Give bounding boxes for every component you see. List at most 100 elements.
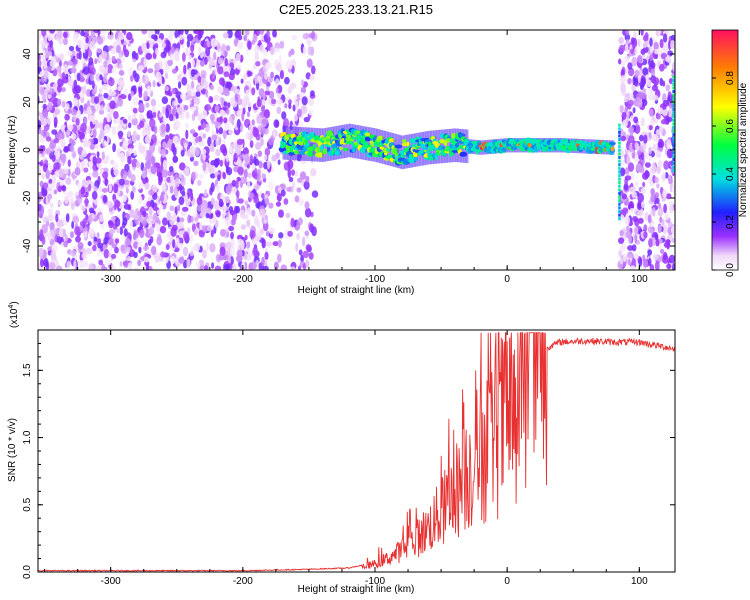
heatmap-cell xyxy=(323,128,326,162)
heatmap-cell xyxy=(91,190,98,200)
heatmap-cell xyxy=(113,168,120,177)
heatmap-cell xyxy=(243,95,250,105)
heatmap-cell xyxy=(310,168,317,177)
heatmap-cell xyxy=(672,151,675,155)
y-tick-label: 1.5 xyxy=(22,363,33,377)
heatmap-cell xyxy=(58,68,62,78)
heatmap-cell xyxy=(118,119,123,128)
heatmap-cell xyxy=(219,159,224,167)
heatmap-cell xyxy=(195,136,199,144)
heatmap-cell xyxy=(77,241,84,250)
heatmap-cell xyxy=(201,225,209,233)
heatmap-cell xyxy=(624,33,630,42)
heatmap-cell xyxy=(247,180,251,189)
heatmap-cell xyxy=(168,113,174,122)
heatmap-cell xyxy=(618,166,621,170)
heatmap-cell xyxy=(179,162,186,171)
heatmap-cell xyxy=(672,93,675,97)
heatmap-cell xyxy=(300,104,308,115)
heatmap-cell xyxy=(172,135,179,145)
heatmap-cell xyxy=(411,143,417,148)
heatmap-cell xyxy=(80,160,87,167)
heatmap-cell xyxy=(186,258,191,269)
heatmap-cell xyxy=(144,256,149,263)
heatmap-cell xyxy=(665,56,670,63)
heatmap-cell xyxy=(172,239,176,249)
heatmap-cell xyxy=(55,213,59,223)
heatmap-cell xyxy=(178,257,185,264)
heatmap-cell xyxy=(275,78,280,86)
heatmap-cell xyxy=(218,77,225,86)
heatmap-cell xyxy=(236,64,241,70)
heatmap-cell xyxy=(647,214,652,224)
snr-series-line xyxy=(38,332,675,572)
heatmap-cell xyxy=(221,43,227,53)
heatmap-cell xyxy=(251,209,256,217)
heatmap-cell xyxy=(657,224,662,233)
heatmap-cell xyxy=(626,110,630,118)
heatmap-cell xyxy=(627,259,631,266)
heatmap-cell xyxy=(157,38,162,44)
heatmap-cell xyxy=(114,238,120,244)
heatmap-cell xyxy=(618,159,621,163)
heatmap-cell xyxy=(85,36,89,44)
heatmap-cell xyxy=(153,125,158,134)
heatmap-cell xyxy=(82,179,87,187)
heatmap-cell xyxy=(202,161,207,172)
heatmap-cell xyxy=(648,125,653,131)
heatmap-cell xyxy=(269,46,275,56)
heatmap-cell xyxy=(114,200,121,208)
heatmap-cell xyxy=(160,51,167,59)
heatmap-cell xyxy=(311,127,313,162)
heatmap-cell xyxy=(621,193,627,200)
heatmap-cell xyxy=(323,149,328,155)
heatmap-cell xyxy=(650,60,654,67)
heatmap-cell xyxy=(661,219,665,226)
heatmap-cell xyxy=(100,30,106,35)
heatmap-cell xyxy=(135,160,140,169)
heatmap-cell xyxy=(118,31,123,38)
heatmap-cell xyxy=(258,80,264,87)
heatmap-cell xyxy=(264,71,268,80)
heatmap-cell xyxy=(120,244,127,254)
heatmap-cell xyxy=(620,167,626,177)
heatmap-cell xyxy=(261,193,265,199)
heatmap-cell xyxy=(208,57,214,64)
heatmap-cell xyxy=(122,217,128,226)
heatmap-cell xyxy=(276,194,280,201)
heatmap-cell xyxy=(103,60,108,68)
heatmap-cell xyxy=(110,90,116,97)
heatmap-cell xyxy=(267,97,272,105)
heatmap-cell xyxy=(96,151,100,158)
heatmap-cell xyxy=(137,259,142,267)
heatmap-cell xyxy=(78,260,85,269)
heatmap-cell xyxy=(146,42,150,50)
heatmap-cell xyxy=(237,198,244,204)
heatmap-cell xyxy=(154,222,159,230)
heatmap-cell xyxy=(202,133,206,139)
heatmap-cell xyxy=(666,240,670,250)
heatmap-cell xyxy=(262,265,269,270)
x-tick-label: -300 xyxy=(101,576,121,587)
heatmap-cell xyxy=(126,246,131,253)
heatmap-cell xyxy=(637,74,641,84)
heatmap-cell xyxy=(151,245,157,256)
heatmap-cell xyxy=(108,219,114,229)
heatmap-cell xyxy=(96,48,102,54)
heatmap-cell xyxy=(160,148,166,158)
heatmap-cell xyxy=(653,77,660,86)
heatmap-cell xyxy=(156,236,163,246)
heatmap-cell xyxy=(144,135,152,144)
heatmap-cell xyxy=(133,149,137,156)
heatmap-cell xyxy=(290,266,296,270)
heatmap-cell xyxy=(270,71,275,79)
heatmap-cell xyxy=(618,123,621,127)
heatmap-cell xyxy=(317,146,321,153)
heatmap-cell xyxy=(112,143,116,153)
heatmap-cell xyxy=(170,174,175,184)
heatmap-cell xyxy=(629,207,635,214)
heatmap-cell xyxy=(102,171,109,180)
heatmap-cell xyxy=(447,129,450,163)
heatmap-cell xyxy=(159,112,163,118)
heatmap-cell xyxy=(275,87,279,94)
